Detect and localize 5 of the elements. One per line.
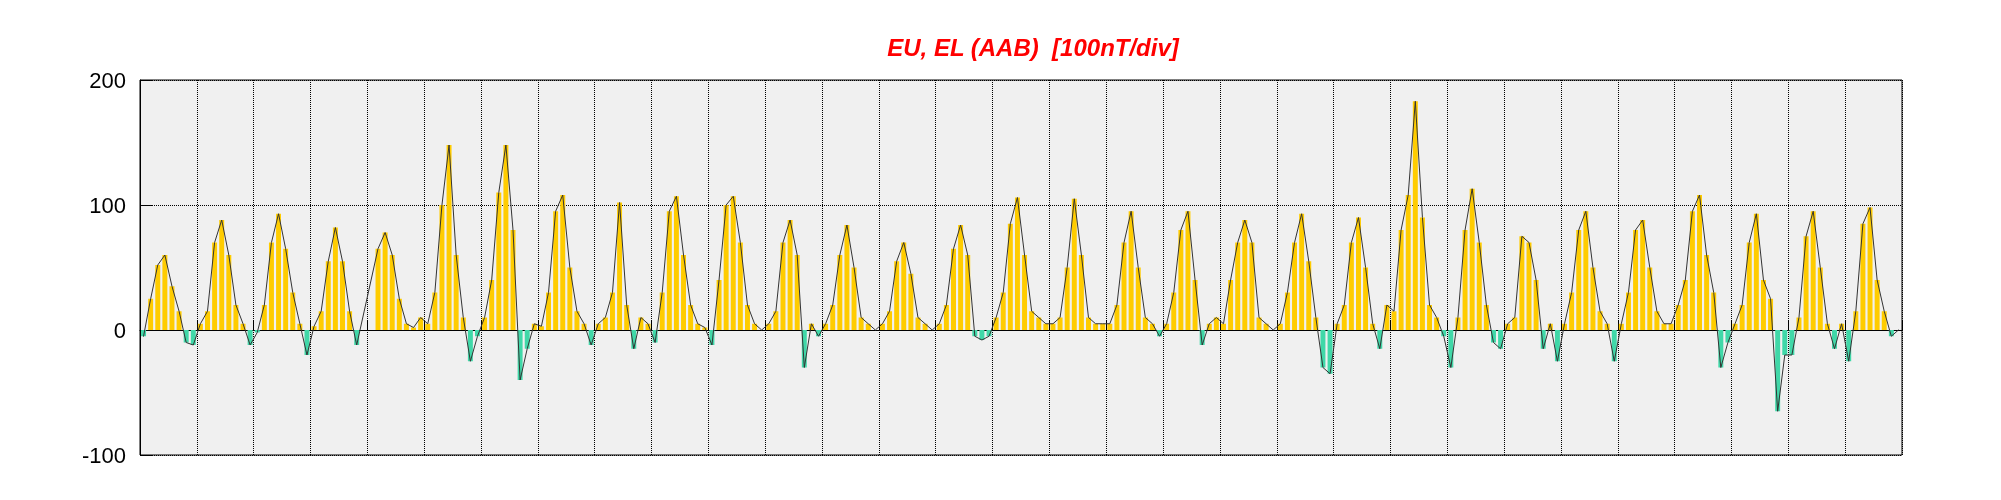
y-tick-label: 0 xyxy=(113,317,126,343)
chart-title: EU, EL (AAB) [100nT/div] xyxy=(887,33,1180,61)
y-tick-label: 200 xyxy=(89,67,126,93)
y-tick-label: -100 xyxy=(81,442,126,468)
y-tick-label: 100 xyxy=(89,192,126,218)
